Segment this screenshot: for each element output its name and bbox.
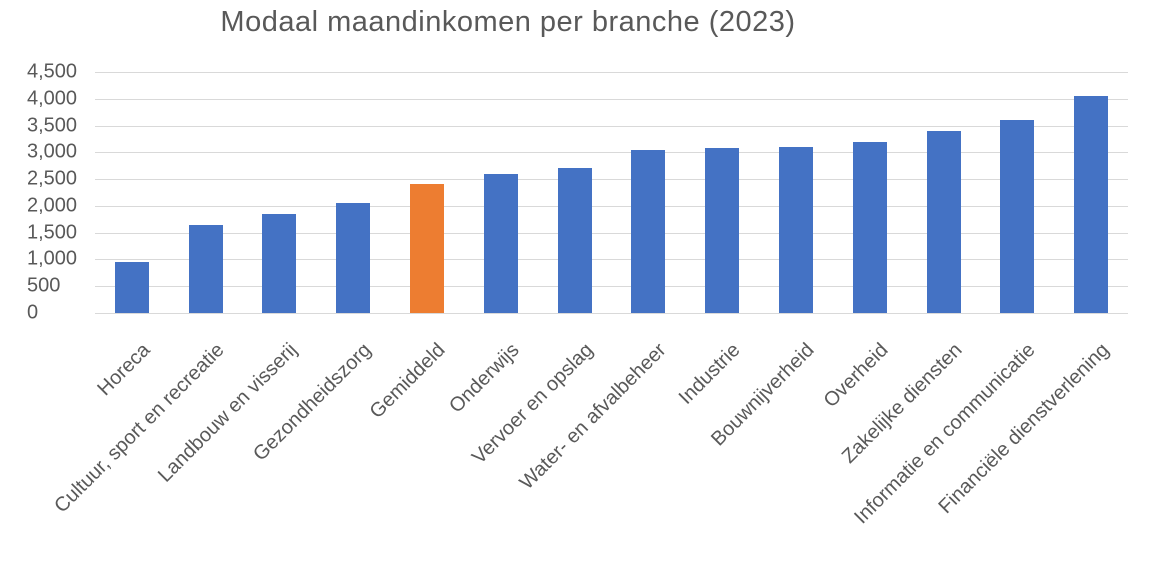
gridline <box>95 72 1128 73</box>
y-axis-tick-label: 2,000 <box>27 194 78 217</box>
bar-2 <box>188 224 223 313</box>
gridline <box>95 259 1128 261</box>
bar-1 <box>114 262 149 313</box>
bar-10 <box>778 146 813 313</box>
y-axis-tick-label: 3,500 <box>27 114 78 137</box>
y-axis-tick-label: 0 <box>27 301 39 324</box>
gridline <box>95 98 1128 100</box>
bar-4 <box>336 203 371 313</box>
bar-6 <box>483 173 518 313</box>
bar-8 <box>631 149 666 313</box>
y-axis-tick-label: 1,500 <box>27 221 78 244</box>
bar-9 <box>705 148 740 313</box>
y-axis-tick-label: 3,000 <box>27 140 78 163</box>
bar-highlight-5 <box>410 184 445 313</box>
bar-3 <box>262 213 297 313</box>
gridline <box>95 152 1128 154</box>
bar-7 <box>557 168 592 313</box>
gridline <box>95 205 1128 207</box>
y-axis-tick-label: 500 <box>27 274 61 297</box>
bar-14 <box>1074 96 1109 313</box>
y-axis-tick-label: 1,000 <box>27 247 78 270</box>
gridline <box>95 179 1128 181</box>
y-axis-tick-label: 4,500 <box>27 60 78 83</box>
gridline <box>95 286 1128 288</box>
bar-12 <box>926 130 961 313</box>
chart-title: Modaal maandinkomen per branche (2023) <box>220 6 796 38</box>
gridline <box>95 232 1128 234</box>
bar-13 <box>1000 120 1035 313</box>
y-axis-tick-label: 4,000 <box>27 87 78 110</box>
x-axis-line <box>95 313 1128 314</box>
gridline <box>95 125 1128 127</box>
bar-11 <box>852 141 887 313</box>
y-axis-tick-label: 2,500 <box>27 167 78 190</box>
